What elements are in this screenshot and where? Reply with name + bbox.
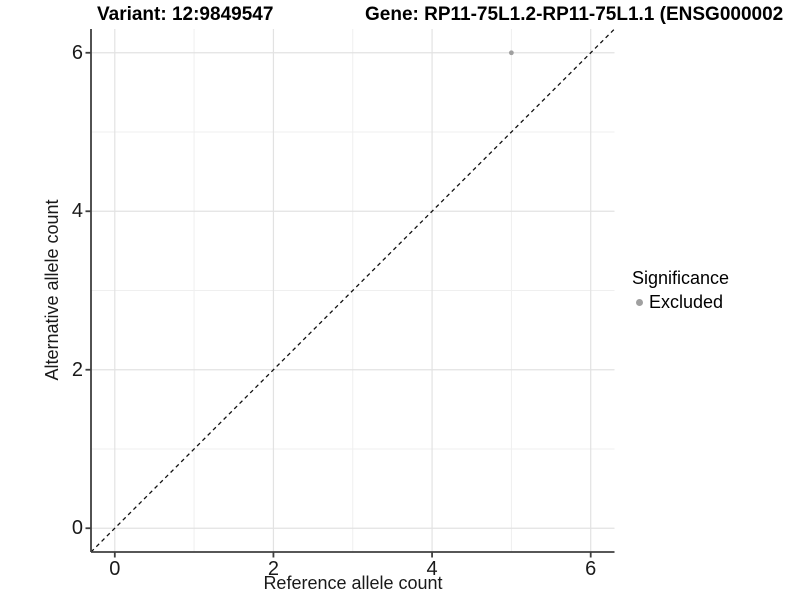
x-tick-label: 4 [426,558,438,580]
identity-dashed-line [90,28,615,553]
legend-item-label: Excluded [649,292,724,312]
legend-item-excluded: Excluded [636,291,729,313]
y-tick-label: 0 [71,517,83,540]
y-tick-label: 2 [71,358,83,381]
legend: Significance Excluded [630,267,729,313]
x-tick-label: 0 [109,558,121,580]
y-tick-label: 6 [71,41,83,64]
y-axis-title: Alternative allele count [42,199,62,381]
legend-point-icon [636,298,643,306]
y-tick-label: 4 [71,200,83,223]
legend-title: Significance [632,268,730,288]
data-point [508,50,514,56]
plot-title-variant: Variant: 12:9849547 [97,4,274,25]
plot-title-gene: Gene: RP11-75L1.2-RP11-75L1.1 (ENSG00000… [365,4,784,25]
x-axis-title: Reference allele count [263,573,443,593]
x-tick-label: 2 [267,558,279,580]
x-tick-label: 6 [585,558,597,580]
